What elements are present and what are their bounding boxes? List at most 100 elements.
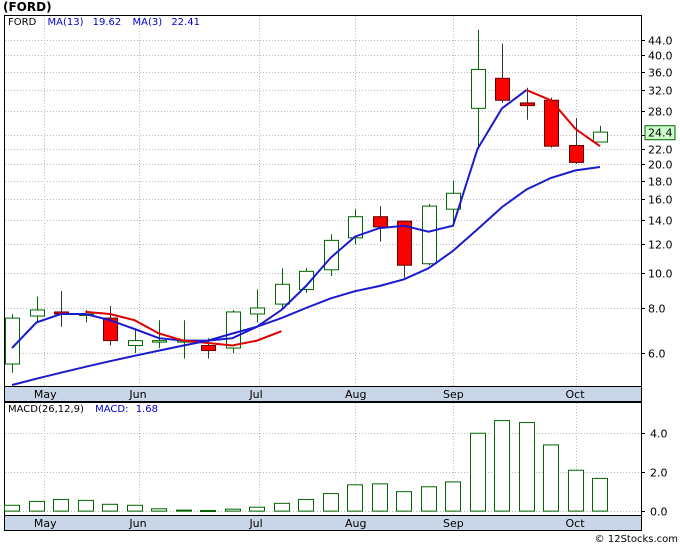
macd-month-oct: Oct — [566, 517, 586, 530]
macd-bar — [470, 432, 486, 512]
candle-up — [422, 205, 437, 265]
macd-bar — [127, 504, 143, 512]
candle-up — [275, 283, 290, 305]
macd-bar — [29, 500, 45, 512]
last-price-box — [644, 125, 676, 141]
macd-bar — [519, 422, 535, 512]
macd-bar — [298, 498, 314, 512]
macd-bar — [568, 469, 584, 512]
macd-bar — [176, 509, 192, 512]
macd-month-sep: Sep — [443, 517, 464, 530]
macd-axis: 0.0 2.0 4.0 — [641, 428, 668, 519]
price-month-sep: Sep — [443, 388, 464, 401]
legend-symbol: FORD — [8, 17, 37, 28]
macd-legend-value: 1.68 — [136, 404, 158, 415]
ma-blue-short — [11, 89, 528, 349]
copyright: © 12Stocks.com — [595, 534, 678, 545]
candle-up — [348, 216, 363, 239]
price-tick-label: 22.0 — [648, 144, 673, 157]
macd-bar — [323, 493, 339, 512]
price-tick-label: 44.0 — [648, 35, 673, 48]
price-tick-label: 36.0 — [648, 67, 673, 80]
macd-month-aug: Aug — [345, 517, 366, 530]
macd-legend-value-label: MACD: — [95, 404, 128, 415]
moving-averages — [11, 89, 601, 386]
macd-legend-label: MACD(26,12,9) — [8, 404, 84, 415]
macd-bar — [445, 481, 461, 512]
macd-bar — [151, 508, 167, 512]
price-month-oct: Oct — [566, 388, 586, 401]
macd-bar — [396, 491, 412, 512]
macd-tick-label: 2.0 — [650, 467, 668, 480]
candle-down — [201, 345, 216, 352]
macd-month-jul: Jul — [248, 517, 262, 530]
legend-ma13-label: MA(13) — [47, 17, 83, 28]
price-tick-label: 16.0 — [648, 194, 673, 207]
legend-ma3-value: 22.41 — [171, 17, 200, 28]
macd-tick-label: 4.0 — [650, 428, 668, 441]
macd-month-may: May — [34, 517, 57, 530]
candle-up — [324, 239, 339, 271]
price-gridlines — [5, 16, 641, 386]
macd-bar — [494, 420, 510, 512]
price-month-labels: May Jun Jul Aug Sep Oct — [34, 388, 585, 401]
price-month-jun: Jun — [128, 388, 146, 401]
candle-down — [103, 317, 118, 342]
price-month-aug: Aug — [345, 388, 366, 401]
price-tick-label: 14.0 — [648, 215, 673, 228]
candle-up — [299, 270, 314, 290]
ma13-line — [11, 166, 601, 386]
legend-ma13-value: 19.62 — [93, 17, 122, 28]
legend-ma3-label: MA(3) — [132, 17, 162, 28]
macd-bar — [4, 504, 20, 512]
candle-down — [520, 102, 535, 107]
candle-up — [471, 68, 486, 109]
price-tick-label: 10.0 — [648, 268, 673, 281]
ma3-line — [526, 89, 601, 148]
price-tick-label: 6.0 — [648, 348, 666, 361]
candle-up — [30, 309, 45, 317]
macd-month-jun: Jun — [128, 517, 146, 530]
macd-bar — [592, 477, 608, 512]
candlesticks — [5, 29, 608, 373]
price-month-may: May — [34, 388, 57, 401]
macd-legend: MACD(26,12,9) MACD: 1.68 — [8, 404, 158, 415]
macd-date-band — [4, 515, 642, 531]
macd-bar — [249, 506, 265, 512]
ma3-line — [85, 310, 282, 347]
candle-down — [373, 216, 388, 228]
macd-bar — [372, 483, 388, 512]
macd-bar — [347, 484, 363, 512]
price-month-jul: Jul — [248, 388, 262, 401]
candle-up — [226, 311, 241, 349]
candle-up — [593, 131, 608, 143]
macd-bar — [200, 510, 216, 513]
price-tick-label: 12.0 — [648, 239, 673, 252]
macd-bar — [274, 502, 290, 512]
macd-bar — [225, 508, 241, 512]
price-tick-label: 32.0 — [648, 85, 673, 98]
candle-up — [128, 340, 143, 347]
price-legend: FORD MA(13) 19.62 MA(3) 22.41 — [8, 17, 200, 28]
price-date-band — [4, 386, 642, 402]
macd-bar — [53, 498, 69, 512]
candle-down — [397, 220, 412, 266]
price-tick-label: 28.0 — [648, 106, 673, 119]
price-tick-label: 20.0 — [648, 159, 673, 172]
candle-down — [569, 144, 584, 163]
price-tick-label: 40.0 — [648, 50, 673, 63]
macd-bar — [78, 499, 94, 512]
price-axis: 6.08.010.012.014.016.018.020.022.024.028… — [641, 35, 676, 361]
last-price-label: 24.4 — [648, 127, 673, 140]
candle-up — [250, 307, 265, 315]
price-panel — [4, 15, 642, 387]
macd-bar — [102, 503, 118, 512]
price-tick-label: 8.0 — [648, 303, 666, 316]
candle-down — [495, 77, 510, 101]
candle-up — [152, 340, 167, 343]
macd-tick-label: 0.0 — [650, 506, 668, 519]
macd-month-labels: May Jun Jul Aug Sep Oct — [34, 517, 585, 530]
price-tick-label: 18.0 — [648, 176, 673, 189]
macd-bar — [543, 444, 559, 512]
